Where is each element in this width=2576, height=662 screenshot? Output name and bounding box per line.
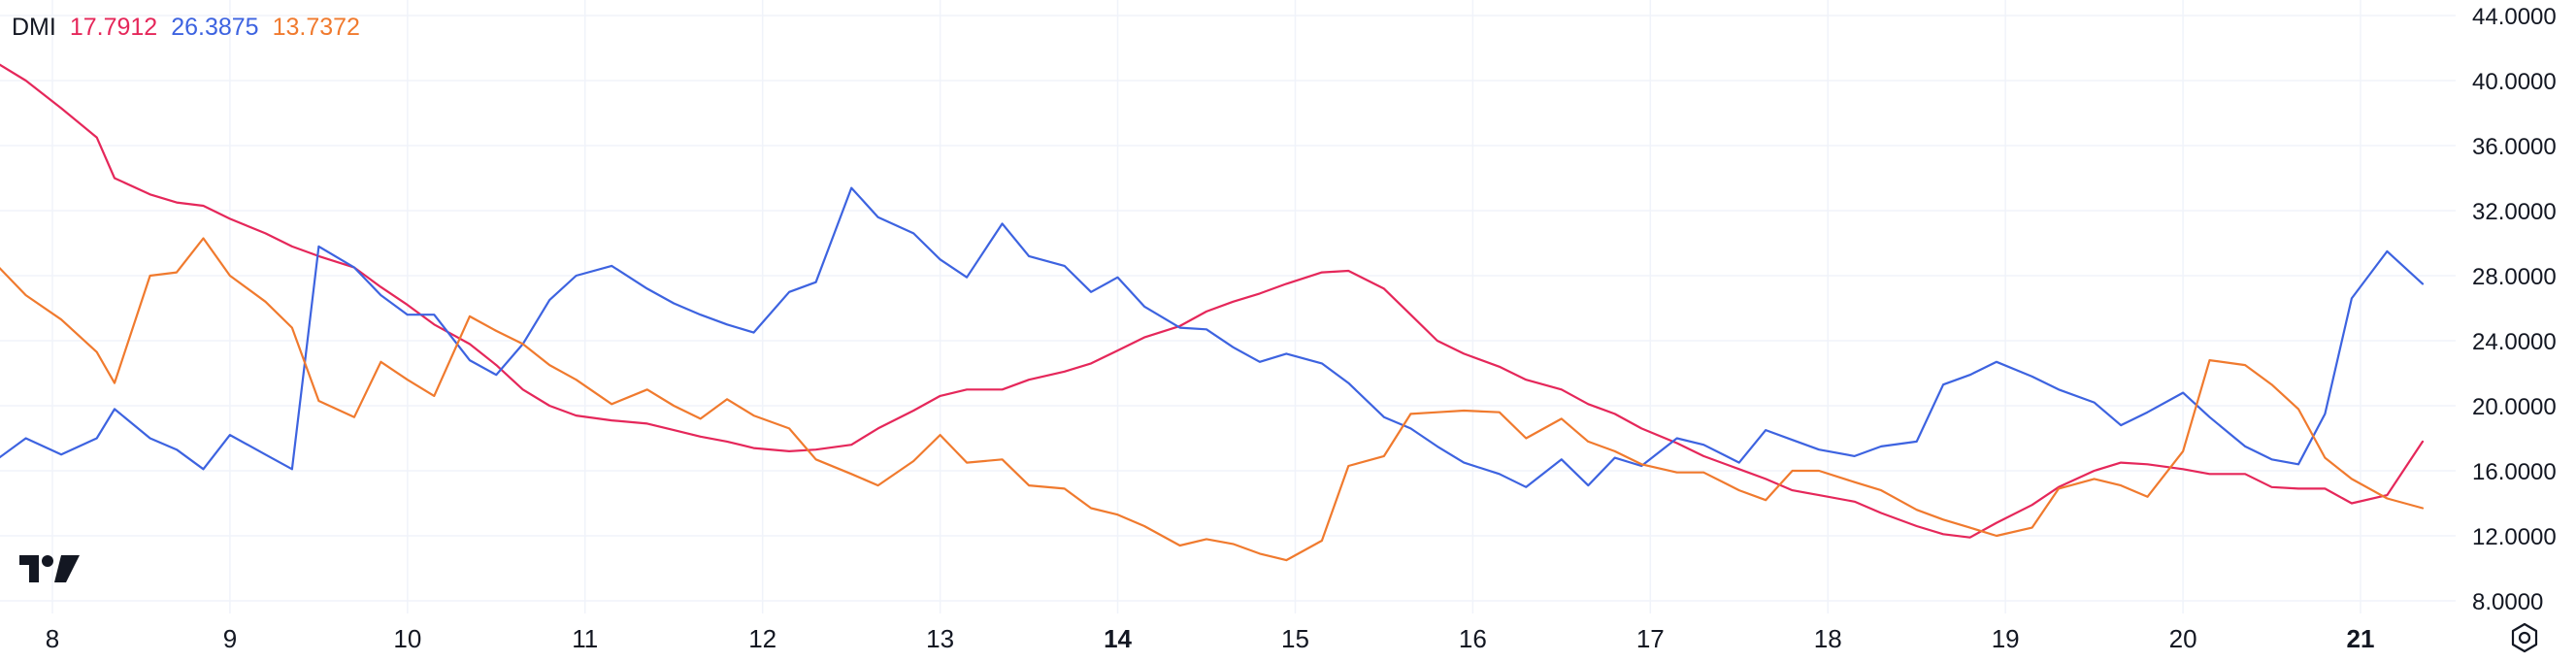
x-tick-label: 15 [1281,624,1309,653]
x-tick-label: 17 [1636,624,1665,653]
x-axis[interactable]: 8 9 10 11 12 13 14 15 16 17 18 19 20 21 [46,624,2375,653]
y-tick-label: 24.0000 [2472,329,2557,355]
y-tick-label: 40.0000 [2472,69,2557,95]
x-tick-label: 13 [926,624,954,653]
x-tick-label: 21 [2347,624,2375,653]
series-line-3[interactable] [0,237,2425,562]
grid [0,0,2456,613]
series-group [0,63,2425,562]
x-tick-label: 14 [1104,624,1132,653]
legend-value-minus-di: 13.7372 [272,14,360,41]
x-tick-label: 9 [223,624,237,653]
x-tick-label: 20 [2169,624,2197,653]
settings-gear-icon[interactable] [2508,621,2541,654]
x-tick-label: 19 [1992,624,2020,653]
y-tick-label: 20.0000 [2472,394,2557,420]
x-tick-label: 18 [1814,624,1842,653]
x-tick-label: 8 [46,624,59,653]
legend-value-plus-di: 26.3875 [171,14,259,41]
y-tick-label: 44.0000 [2472,4,2557,30]
tradingview-logo-icon[interactable] [17,553,82,586]
series-line-2[interactable] [0,186,2425,488]
x-tick-label: 12 [748,624,776,653]
indicator-name[interactable]: DMI [12,14,56,41]
y-tick-label: 32.0000 [2472,199,2557,225]
y-tick-label: 8.0000 [2472,589,2543,615]
y-axis[interactable]: 8.0000 12.0000 16.0000 20.0000 24.0000 28.000… [2472,4,2557,615]
indicator-legend[interactable]: DMI 17.7912 26.3875 13.7372 [12,14,360,42]
x-tick-label: 11 [572,624,598,653]
y-tick-label: 16.0000 [2472,459,2557,485]
series-line-1[interactable] [0,63,2425,539]
y-tick-label: 12.0000 [2472,524,2557,550]
y-tick-label: 28.0000 [2472,264,2557,290]
y-tick-label: 36.0000 [2472,134,2557,160]
x-tick-label: 10 [393,624,421,653]
x-tick-label: 16 [1459,624,1487,653]
legend-value-adx: 17.7912 [69,14,158,41]
